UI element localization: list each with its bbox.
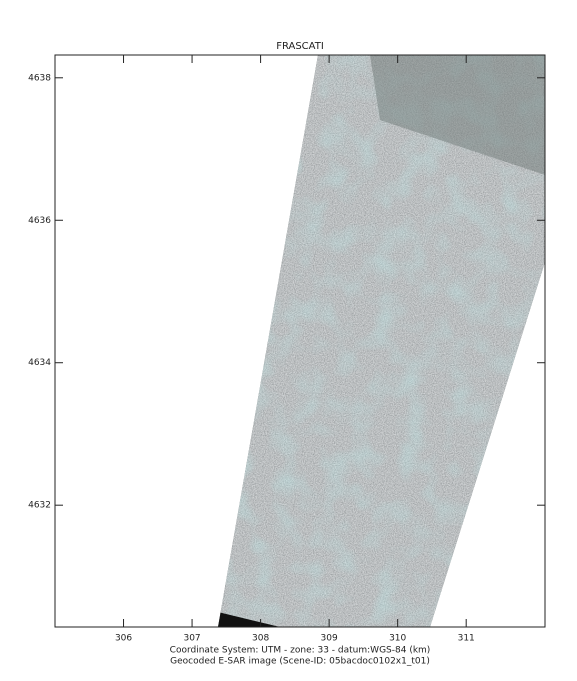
x-tick-label: 308 (252, 634, 269, 644)
x-tick-label: 310 (389, 634, 406, 644)
y-tick-label: 4638 (28, 73, 51, 83)
map-title: FRASCATI (276, 41, 324, 52)
caption: Geocoded E-SAR image (Scene-ID: 05bacdoc… (170, 657, 430, 667)
plot-frame (54, 54, 546, 628)
y-tick-label: 4634 (28, 358, 51, 368)
caption: Coordinate System: UTM - zone: 33 - datu… (170, 646, 431, 656)
x-tick-label: 306 (115, 634, 132, 644)
y-tick-label: 4632 (28, 501, 51, 511)
x-tick-label: 309 (321, 634, 338, 644)
y-tick-label: 4636 (28, 216, 51, 226)
x-tick-label: 311 (458, 634, 475, 644)
x-tick-label: 307 (183, 634, 200, 644)
